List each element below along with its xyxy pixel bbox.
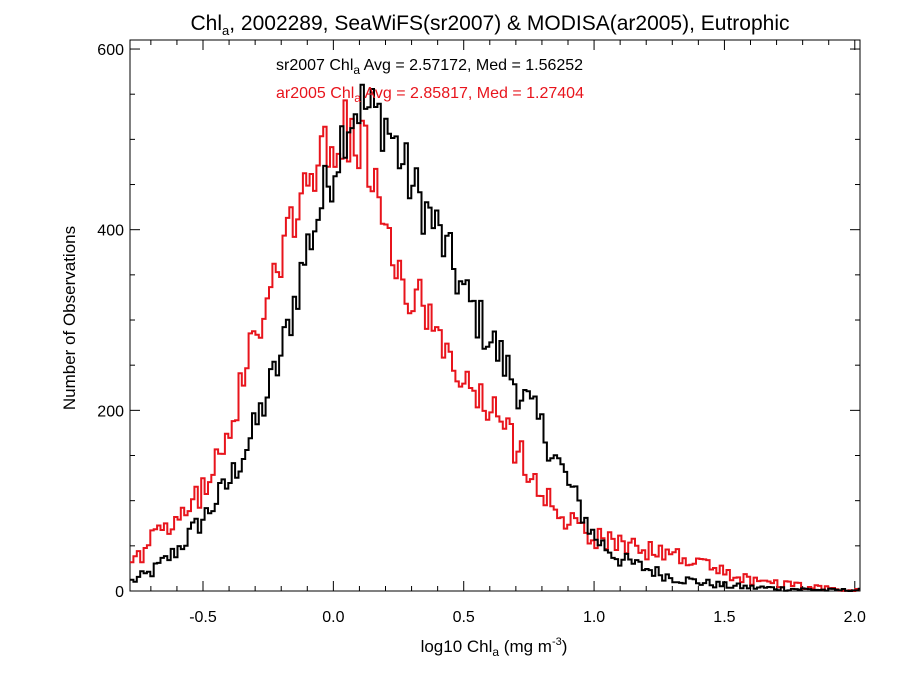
x-tick-label: 1.5: [713, 609, 735, 626]
series-1-line: [130, 99, 860, 592]
x-tick-label: 0.5: [453, 609, 475, 626]
plot-area: -0.5 0.0 0.5 1.0 1.5 2.0 0 200 400 600: [97, 39, 866, 626]
plot-frame: [129, 39, 861, 592]
y-tick-label: 400: [97, 223, 124, 240]
y-tick-label: 0: [115, 584, 124, 601]
x-tick-label: 2.0: [844, 609, 866, 626]
series-1-annotation: ar2005 Chla Avg = 2.85817, Med = 1.27404: [276, 85, 584, 105]
y-tick-label: 600: [97, 42, 124, 59]
chart-title: Chla, 2002289, SeaWiFS(sr2007) & MODISA(…: [190, 12, 789, 38]
series-0-line: [130, 83, 860, 592]
x-tick-label: -0.5: [189, 609, 217, 626]
y-axis-label: Number of Observations: [60, 226, 79, 410]
x-tick-label: 1.0: [583, 609, 605, 626]
x-tick-label: 0.0: [322, 609, 344, 626]
series-0-annotation: sr2007 Chla Avg = 2.57172, Med = 1.56252: [276, 57, 583, 77]
x-axis-label: log10 Chla (mg m-3): [421, 636, 568, 659]
y-tick-label: 200: [97, 403, 124, 420]
